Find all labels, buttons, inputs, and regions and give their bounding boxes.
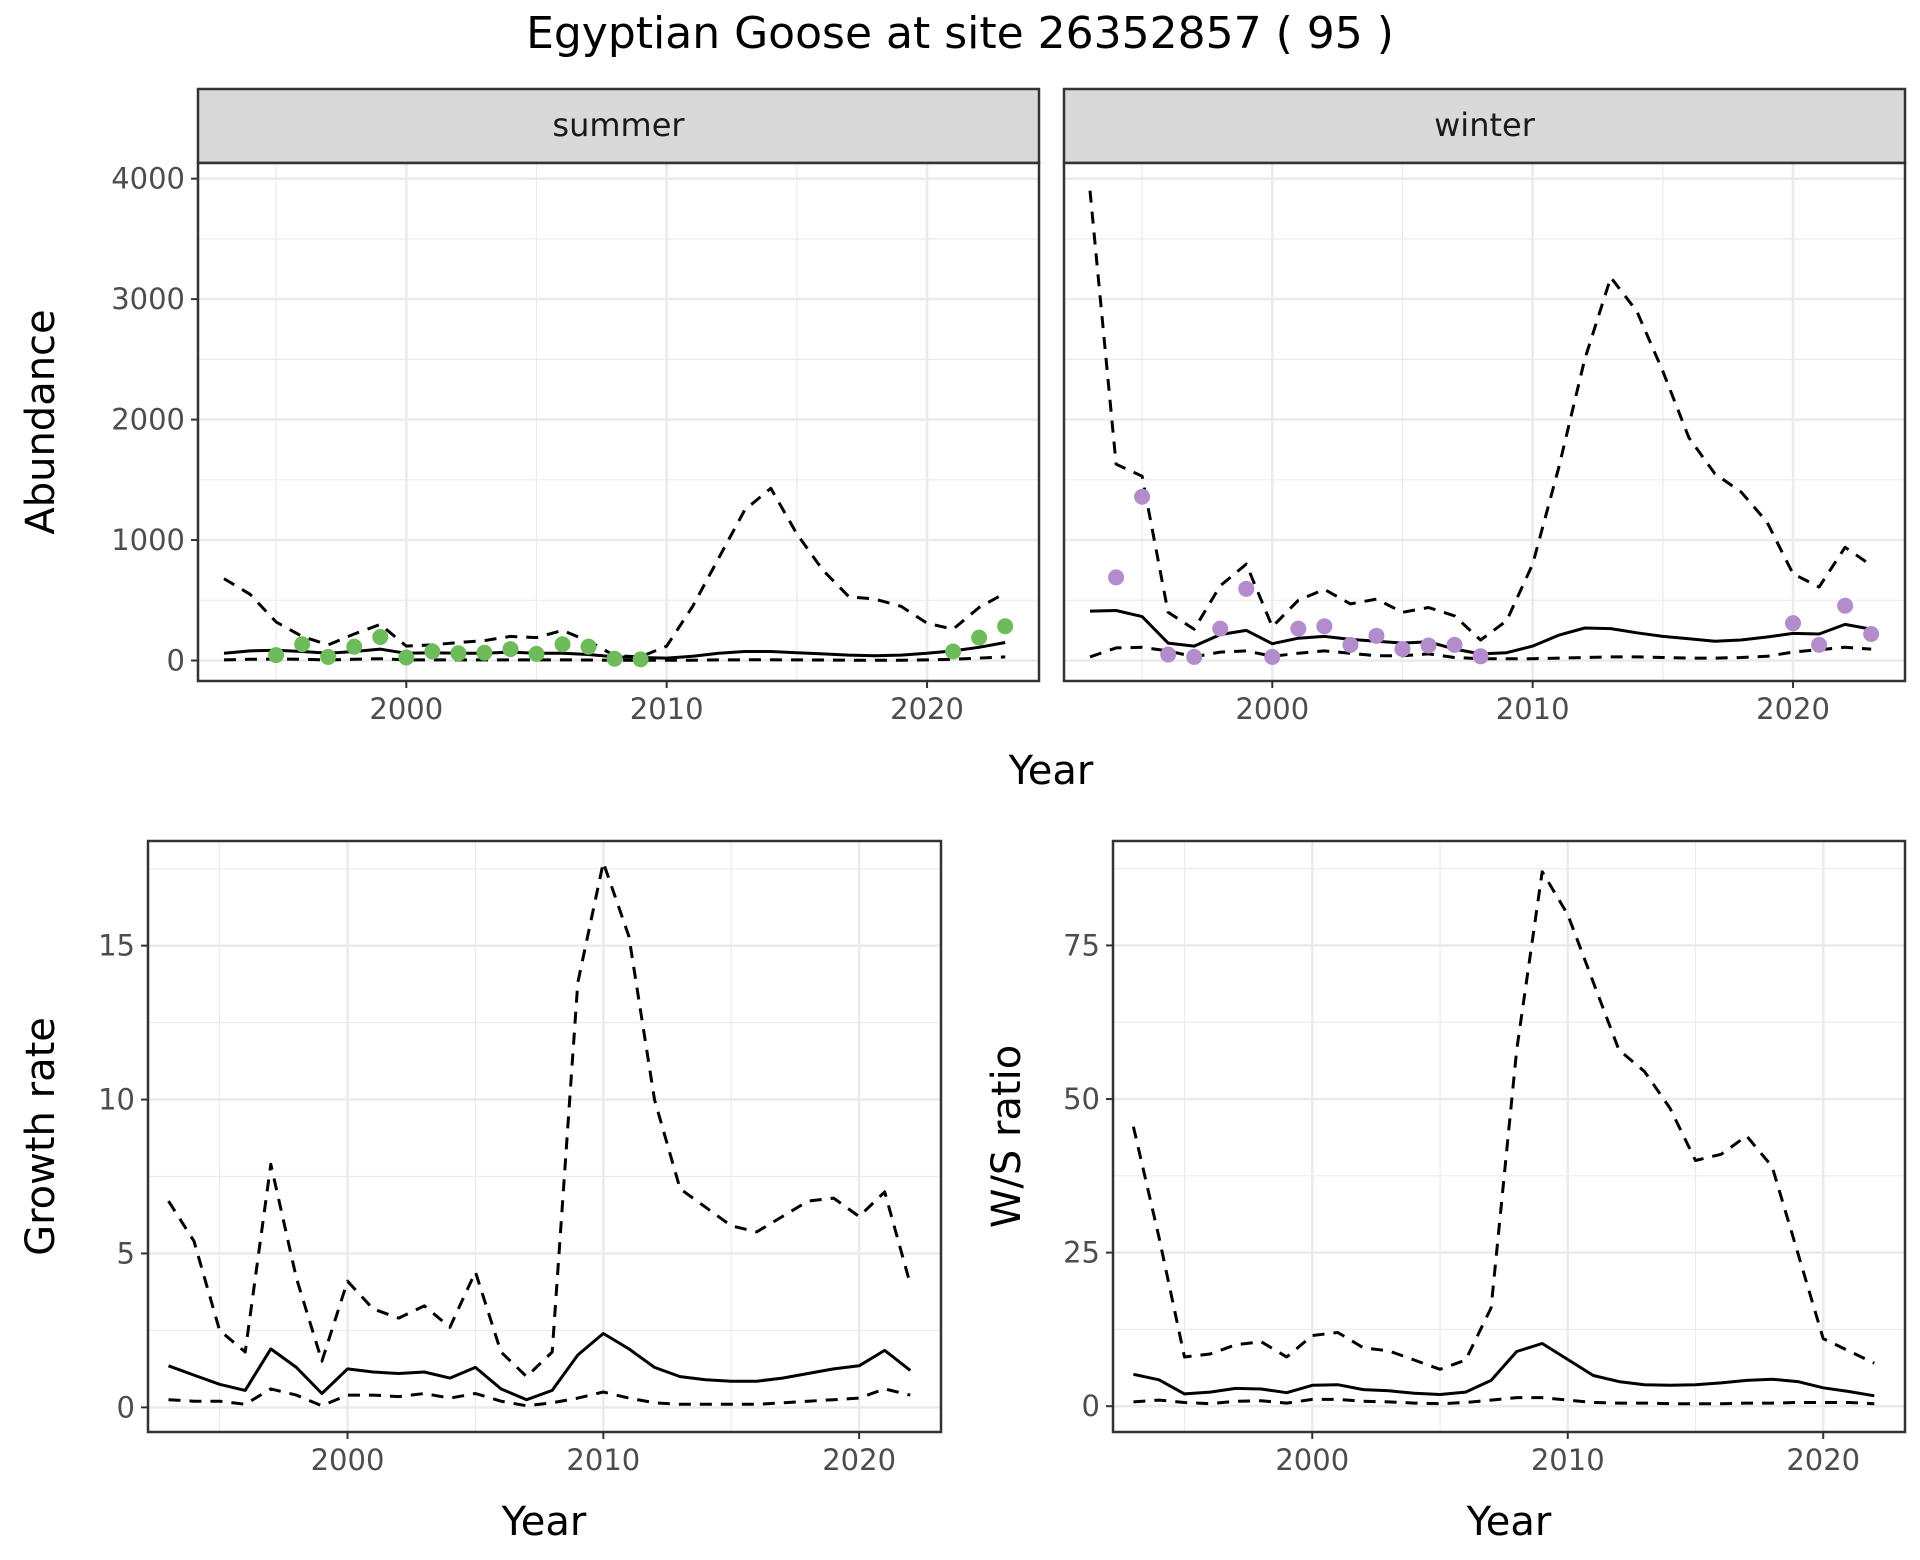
observed-count-point — [1238, 580, 1255, 597]
observed-count-point — [1837, 597, 1854, 614]
observed-count-point — [372, 629, 389, 646]
observed-count-point — [1342, 636, 1359, 653]
panel-border — [1062, 161, 1907, 683]
upper-bound-line — [1131, 870, 1875, 1371]
observed-count-point — [294, 636, 311, 653]
upper-bound-line — [167, 861, 912, 1379]
observed-count-point — [320, 648, 337, 665]
y-tick-label: 5 — [117, 1236, 135, 1270]
facet-strip-label: winter — [1434, 106, 1536, 144]
panel-border — [146, 839, 943, 1434]
observed-count-point — [398, 649, 415, 666]
y-tick-label: 25 — [1063, 1236, 1100, 1270]
observed-count-point — [971, 629, 988, 646]
y-tick-label: 4000 — [111, 162, 185, 196]
observed-count-point — [1785, 615, 1802, 632]
observed-count-point — [268, 647, 285, 664]
y-tick-label: 0 — [117, 1390, 135, 1424]
observed-count-point — [1134, 488, 1151, 505]
panel-border — [1111, 839, 1907, 1434]
observed-count-point — [1108, 569, 1125, 586]
x-tick-label: 2020 — [890, 692, 964, 726]
observed-count-point — [1472, 648, 1489, 665]
x-tick-label: 2000 — [369, 692, 443, 726]
x-tick-label: 2000 — [311, 1443, 385, 1477]
y-tick-label: 50 — [1063, 1082, 1100, 1116]
observed-count-point — [346, 638, 363, 655]
observed-count-point — [502, 641, 519, 658]
y-axis-title: W/S ratio — [984, 1045, 1030, 1228]
observed-count-point — [554, 636, 571, 653]
y-tick-label: 0 — [167, 644, 185, 678]
upper-bound-line — [1088, 190, 1873, 642]
observed-count-point — [1186, 648, 1203, 665]
y-tick-label: 3000 — [111, 282, 185, 316]
facet-panel-summer: summer 2000 2010 2020 0 1000 2000 3000 4000 — [111, 87, 1041, 726]
observed-count-point — [528, 645, 545, 662]
lower-bound-line — [1133, 1396, 1875, 1406]
panel-background — [198, 163, 1039, 681]
panel-border — [196, 161, 1041, 683]
lower-bound-line — [1089, 645, 1872, 661]
estimate-line — [167, 1332, 912, 1402]
observed-count-point — [1316, 618, 1333, 635]
facet-panel-winter: winter 2000 2010 2020 — [1062, 87, 1907, 726]
x-tick-label: 2010 — [630, 692, 704, 726]
observed-count-point — [1446, 636, 1463, 653]
y-tick-label: 15 — [98, 929, 135, 963]
x-axis-title: Year — [1008, 748, 1094, 794]
y-tick-label: 2000 — [111, 403, 185, 437]
y-tick-label: 75 — [1063, 928, 1100, 962]
observed-count-point — [1290, 620, 1307, 637]
y-tick-label: 1000 — [111, 523, 185, 557]
observed-count-point — [632, 651, 649, 668]
facet-strip-label: summer — [552, 106, 685, 144]
x-tick-label: 2020 — [822, 1443, 896, 1477]
panel-background — [148, 841, 941, 1432]
x-axis-title: Year — [1466, 1499, 1552, 1545]
observed-count-point — [1212, 620, 1229, 637]
observed-count-point — [476, 644, 493, 661]
x-axis-title: Year — [501, 1499, 587, 1545]
panel-background — [1064, 163, 1905, 681]
observed-count-point — [997, 618, 1014, 635]
observed-count-point — [580, 638, 597, 655]
x-tick-label: 2020 — [1756, 692, 1830, 726]
x-tick-label: 2000 — [1275, 1443, 1349, 1477]
observed-count-point — [424, 643, 441, 660]
x-tick-label: 2020 — [1786, 1443, 1860, 1477]
x-tick-label: 2010 — [1496, 692, 1570, 726]
observed-count-point — [945, 643, 962, 660]
x-tick-label: 2000 — [1235, 692, 1309, 726]
panel-growth: 2000 2010 2020 0 5 10 15 — [98, 839, 943, 1477]
x-tick-label: 2010 — [566, 1443, 640, 1477]
observed-count-point — [606, 650, 623, 667]
observed-count-point — [1420, 637, 1437, 654]
panel-ws_ratio: 2000 2010 2020 0 25 50 75 — [1063, 839, 1907, 1477]
x-tick-label: 2010 — [1531, 1443, 1605, 1477]
y-tick-label: 0 — [1082, 1389, 1100, 1423]
lower-bound-line — [223, 655, 1006, 662]
observed-count-point — [1811, 636, 1828, 653]
panel-background — [1113, 841, 1905, 1432]
y-axis-title: Growth rate — [18, 1017, 64, 1256]
lower-bound-line — [168, 1387, 911, 1408]
y-tick-label: 10 — [98, 1083, 135, 1117]
chart-title: Egyptian Goose at site 26352857 ( 95 ) — [526, 8, 1394, 59]
observed-count-point — [1264, 648, 1281, 665]
observed-count-point — [450, 645, 467, 662]
y-axis-title: Abundance — [18, 309, 64, 534]
observed-count-point — [1394, 641, 1411, 658]
observed-count-point — [1368, 627, 1385, 644]
estimate-line — [1133, 1342, 1875, 1398]
observed-count-point — [1863, 626, 1880, 643]
facet-strip — [1062, 87, 1907, 165]
facet-strip — [196, 87, 1041, 165]
observed-count-point — [1160, 646, 1177, 663]
